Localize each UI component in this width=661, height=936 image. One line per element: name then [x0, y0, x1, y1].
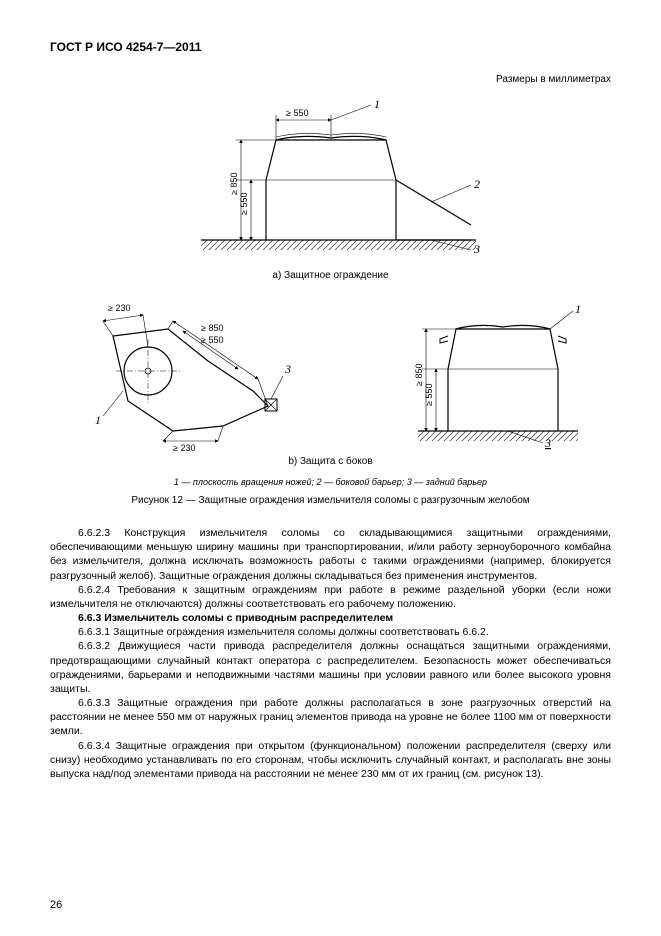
- dim-text: ≥ 850: [229, 173, 239, 195]
- para-6-6-3-2: 6.6.3.2 Движущиеся части привода распред…: [50, 639, 611, 696]
- para-6-6-3-1: 6.6.3.1 Защитные ограждения измельчителя…: [50, 625, 611, 639]
- figure-b-row: ≥ 230 ≥ 850 ≥ 550 ≥ 230 1 3: [50, 291, 611, 451]
- dim-text: ≥ 550: [424, 384, 434, 406]
- page-number: 26: [50, 899, 62, 911]
- para-6-6-2-4: 6.6.2.4 Требования к защитным ограждения…: [50, 583, 611, 611]
- figure-a: ≥ 550 1 ≥ 850 ≥ 550 2 3 a) Защитное огра…: [50, 90, 611, 281]
- figure-a-svg: ≥ 550 1 ≥ 850 ≥ 550 2 3: [171, 90, 491, 265]
- para-6-6-3-4: 6.6.3.4 Защитные ограждения при открытом…: [50, 739, 611, 782]
- callout-3: 3: [544, 436, 551, 450]
- callout-3: 3: [473, 242, 480, 256]
- section-6-6-3: 6.6.3 Измельчитель соломы с приводным ра…: [50, 611, 611, 625]
- doc-header: ГОСТ Р ИСО 4254-7—2011: [50, 40, 611, 54]
- callout-1: 1: [374, 97, 380, 111]
- dim-text: ≥ 230: [173, 443, 195, 451]
- figure-legend: 1 — плоскость вращения ножей; 2 — боково…: [50, 477, 611, 487]
- dim-text: ≥ 850: [201, 323, 223, 333]
- callout-2: 2: [474, 177, 480, 191]
- document-page: ГОСТ Р ИСО 4254-7—2011 Размеры в миллиме…: [0, 0, 661, 936]
- callout-1: 1: [575, 302, 581, 316]
- callout-1: 1: [95, 413, 101, 427]
- para-6-6-2-3: 6.6.2.3 Конструкция измельчителя соломы …: [50, 526, 611, 583]
- body-text: 6.6.2.3 Конструкция измельчителя соломы …: [50, 526, 611, 781]
- callout-3: 3: [284, 362, 291, 376]
- figure-caption: Рисунок 12 — Защитные ограждения измельч…: [50, 495, 611, 506]
- figure-a-caption: a) Защитное ограждение: [50, 270, 611, 281]
- dim-text: ≥ 550: [239, 193, 249, 215]
- units-label: Размеры в миллиметрах: [50, 74, 611, 85]
- para-6-6-3-3: 6.6.3.3 Защитные ограждения при работе д…: [50, 696, 611, 739]
- dim-text: ≥ 850: [414, 364, 424, 386]
- figure-b-caption: b) Защита с боков: [50, 456, 611, 467]
- dim-text: ≥ 230: [108, 303, 130, 313]
- figure-b-right-svg: ≥ 850 ≥ 550 1 3: [378, 291, 588, 451]
- dim-text: ≥ 550: [286, 108, 308, 118]
- figure-b-left-svg: ≥ 230 ≥ 850 ≥ 550 ≥ 230 1 3: [73, 291, 303, 451]
- dim-text: ≥ 550: [201, 335, 223, 345]
